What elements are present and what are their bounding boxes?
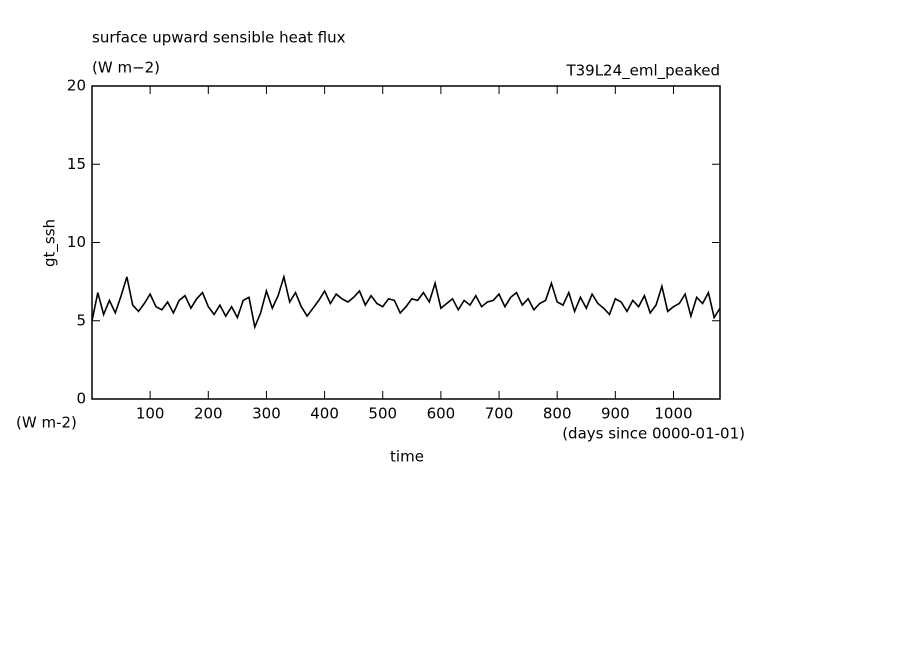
chart-subtitle: (W m−2) [92, 59, 160, 77]
x-tick-label: 700 [485, 405, 514, 423]
x-tick-label: 800 [543, 405, 572, 423]
y-axis-label: gt_ssh [41, 219, 60, 267]
x-axis-label: time [390, 448, 424, 466]
y-tick-label: 20 [67, 77, 86, 95]
x-tick-label: 100 [136, 405, 165, 423]
data-line [91, 273, 721, 330]
plot-frame [91, 85, 721, 400]
y-unit: (W m-2) [16, 414, 77, 432]
y-tick-label: 0 [76, 390, 86, 408]
x-tick-label: 400 [310, 405, 339, 423]
y-tick-label: 10 [67, 233, 86, 251]
run-label: T39L24_eml_peaked [565, 62, 720, 81]
x-tick-label: 300 [252, 405, 281, 423]
chart-title: surface upward sensible heat flux [92, 29, 346, 47]
x-unit: (days since 0000-01-01) [562, 425, 745, 443]
x-tick-label: 500 [368, 405, 397, 423]
y-tick-label: 5 [76, 311, 86, 329]
x-tick-label: 1000 [654, 405, 692, 423]
x-tick-label: 200 [194, 405, 223, 423]
x-tick-label: 900 [601, 405, 630, 423]
x-tick-label: 600 [427, 405, 456, 423]
y-tick-label: 15 [67, 155, 86, 173]
